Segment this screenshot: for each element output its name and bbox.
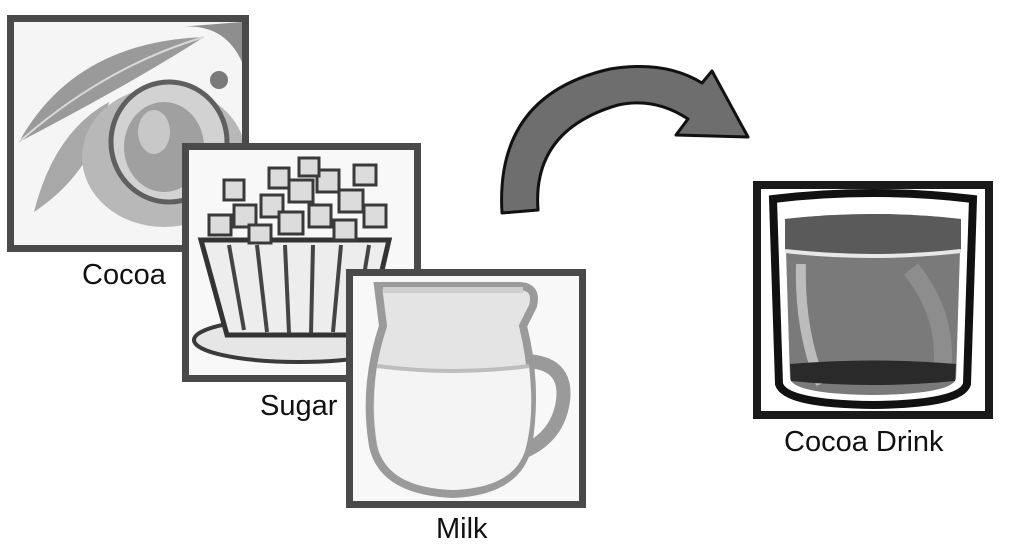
card-milk [346,269,586,508]
card-cocoa-drink [753,181,993,419]
cocoa-glass-icon [761,189,985,411]
label-sugar: Sugar [260,390,338,422]
label-cocoa-drink: Cocoa Drink [784,426,944,458]
milk-pitcher-icon [353,276,579,501]
curved-arrow-icon [500,64,750,215]
label-milk: Milk [436,513,488,545]
label-cocoa: Cocoa [82,259,166,291]
